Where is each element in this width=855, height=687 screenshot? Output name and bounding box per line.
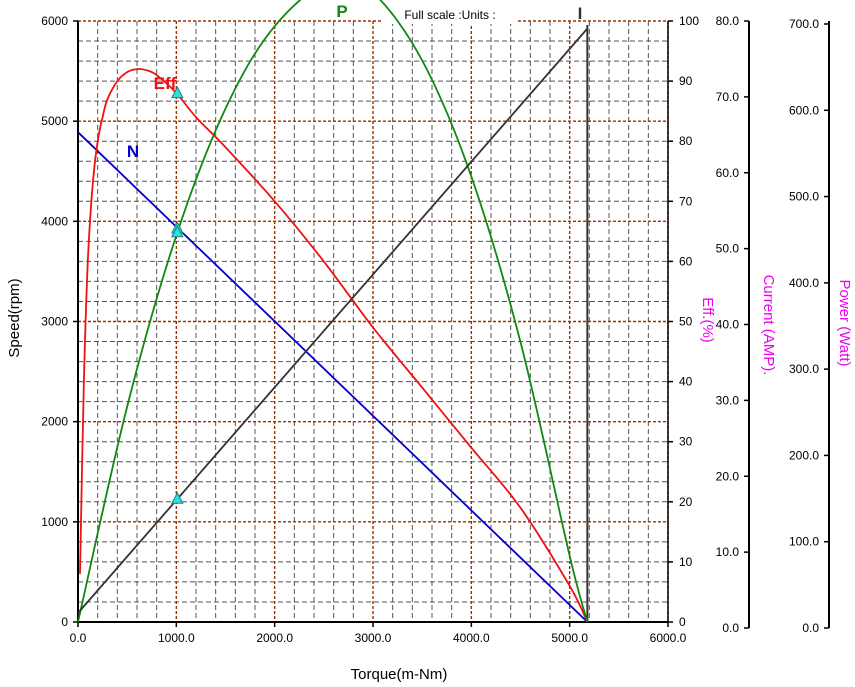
speed-tick-label: 2000: [41, 415, 68, 429]
current-axis-title: Current (AMP).: [760, 275, 777, 376]
marker-p-point: [170, 225, 184, 238]
eff-tick-label: 40: [679, 375, 693, 389]
eff-tick-label: 100: [679, 14, 699, 28]
eff-axis-title: Eff.(%): [699, 297, 716, 343]
speed-tick-label: 6000: [41, 14, 68, 28]
marker-eff-point: [170, 86, 184, 99]
power-tick-label: 300.0: [789, 362, 819, 376]
speed-axis-title: Speed(rpm): [6, 278, 23, 357]
current-tick-label: 30.0: [716, 393, 740, 407]
x-tick-label: 0.0: [70, 631, 87, 645]
series-n-line: [77, 131, 589, 623]
current-tick-label: 20.0: [716, 469, 740, 483]
current-tick-label: 80.0: [716, 14, 740, 28]
series-p-line: [77, 0, 589, 623]
power-tick-label: 100.0: [789, 535, 819, 549]
x-tick-label: 5000.0: [551, 631, 588, 645]
power-tick-label: 600.0: [789, 103, 819, 117]
current-tick-label: 10.0: [716, 545, 740, 559]
chart-series: N Eff P I: [77, 0, 589, 623]
eff-tick-label: 90: [679, 74, 693, 88]
chart-axes: 0.0 1000.0 2000.0 3000.0 4000.0 5000.0 6000.00…: [41, 14, 830, 645]
current-tick-label: 70.0: [716, 90, 740, 104]
speed-tick-label: 5000: [41, 114, 68, 128]
eff-tick-label: 0: [679, 615, 686, 629]
x-tick-label: 6000.0: [650, 631, 687, 645]
full-scale-label: Full scale :Units :: [404, 8, 495, 22]
speed-tick-label: 4000: [41, 214, 68, 228]
power-tick-label: 0.0: [802, 621, 819, 635]
eff-tick-label: 10: [679, 555, 693, 569]
series-i-line: [77, 27, 589, 614]
eff-tick-label: 50: [679, 315, 693, 329]
power-tick-label: 700.0: [789, 17, 819, 31]
power-tick-label: 400.0: [789, 276, 819, 290]
speed-tick-label: 0: [61, 615, 68, 629]
series-n-label: N: [127, 142, 139, 161]
current-tick-label: 50.0: [716, 242, 740, 256]
x-tick-label: 4000.0: [453, 631, 490, 645]
chart-grid: [77, 20, 669, 623]
x-tick-label: 1000.0: [158, 631, 195, 645]
eff-tick-label: 30: [679, 435, 693, 449]
marker-i-point: [170, 491, 184, 504]
eff-tick-label: 80: [679, 134, 693, 148]
x-tick-label: 2000.0: [256, 631, 293, 645]
eff-tick-label: 20: [679, 495, 693, 509]
power-axis-title: Power (Watt): [836, 280, 853, 367]
eff-tick-label: 70: [679, 194, 693, 208]
power-tick-label: 500.0: [789, 190, 819, 204]
series-eff-line: [79, 68, 589, 623]
speed-tick-label: 1000: [41, 515, 68, 529]
full-scale-label-bg: [382, 4, 518, 24]
speed-tick-label: 3000: [41, 315, 68, 329]
series-p-label: P: [336, 2, 347, 21]
chart-markers: [170, 86, 184, 504]
current-tick-label: 40.0: [716, 318, 740, 332]
x-tick-label: 3000.0: [355, 631, 392, 645]
current-tick-label: 0.0: [722, 621, 739, 635]
series-eff-label: Eff: [154, 74, 177, 93]
power-tick-label: 200.0: [789, 448, 819, 462]
eff-tick-label: 60: [679, 254, 693, 268]
series-i-label: I: [578, 4, 583, 23]
current-tick-label: 60.0: [716, 166, 740, 180]
x-axis-title: Torque(m-Nm): [351, 666, 448, 683]
